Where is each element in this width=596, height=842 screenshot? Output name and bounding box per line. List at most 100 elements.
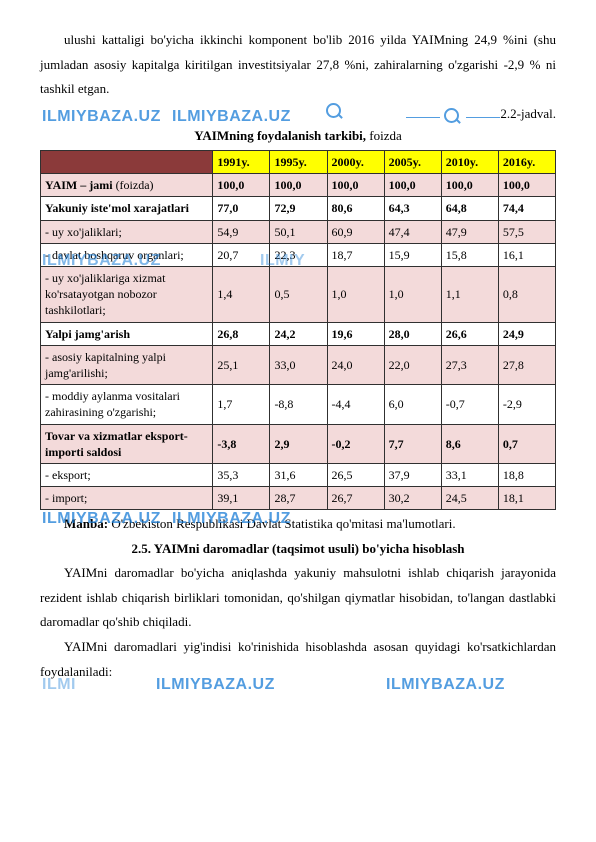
table-row: - uy xo'jaliklari;54,950,160,947,447,957… <box>41 220 556 243</box>
row-label: - uy xo'jaliklari; <box>41 220 213 243</box>
table-number: 2.2-jadval. <box>40 106 556 122</box>
row-value: 80,6 <box>327 197 384 220</box>
header-year: 1991y. <box>213 151 270 174</box>
row-value: -0,7 <box>441 385 498 424</box>
row-value: 47,9 <box>441 220 498 243</box>
data-table: 1991y. 1995y. 2000y. 2005y. 2010y. 2016y… <box>40 150 556 510</box>
row-value: 0,7 <box>498 424 555 463</box>
row-value: 22,0 <box>384 345 441 384</box>
row-value: 57,5 <box>498 220 555 243</box>
header-year: 2005y. <box>384 151 441 174</box>
row-value: 25,1 <box>213 345 270 384</box>
row-value: 0,8 <box>498 267 555 323</box>
row-value: 74,4 <box>498 197 555 220</box>
row-label: YAIM – jami (foizda) <box>41 174 213 197</box>
row-value: 72,9 <box>270 197 327 220</box>
row-value: 33,0 <box>270 345 327 384</box>
row-value: 37,9 <box>384 463 441 486</box>
row-value: 47,4 <box>384 220 441 243</box>
header-year: 2000y. <box>327 151 384 174</box>
section-heading: 2.5. YAIMni daromadlar (taqsimot usuli) … <box>40 541 556 557</box>
table-header-row: 1991y. 1995y. 2000y. 2005y. 2010y. 2016y… <box>41 151 556 174</box>
row-label: - moddiy aylanma vositalari zahirasining… <box>41 385 213 424</box>
table-row: - asosiy kapitalning yalpi jamg'arilishi… <box>41 345 556 384</box>
row-value: 64,8 <box>441 197 498 220</box>
row-value: 100,0 <box>498 174 555 197</box>
row-value: 1,1 <box>441 267 498 323</box>
table-row: Tovar va xizmatlar eksport-importi saldo… <box>41 424 556 463</box>
row-label: - import; <box>41 487 213 510</box>
row-value: -0,2 <box>327 424 384 463</box>
row-value: 54,9 <box>213 220 270 243</box>
row-label: Yalpi jamg'arish <box>41 322 213 345</box>
row-value: 27,8 <box>498 345 555 384</box>
row-label: Yakuniy iste'mol xarajatlari <box>41 197 213 220</box>
row-value: -2,9 <box>498 385 555 424</box>
body-paragraph: YAIMni daromadlar bo'yicha aniqlashda ya… <box>40 561 556 635</box>
row-value: 20,7 <box>213 243 270 266</box>
row-value: 100,0 <box>384 174 441 197</box>
table-row: - import;39,128,726,730,224,518,1 <box>41 487 556 510</box>
row-label: - uy xo'jaliklariga xizmat ko'rsatayotga… <box>41 267 213 323</box>
row-value: 1,0 <box>327 267 384 323</box>
row-value: 77,0 <box>213 197 270 220</box>
row-value: 24,0 <box>327 345 384 384</box>
row-value: 33,1 <box>441 463 498 486</box>
row-label: Tovar va xizmatlar eksport-importi saldo… <box>41 424 213 463</box>
row-value: 1,4 <box>213 267 270 323</box>
row-value: 24,2 <box>270 322 327 345</box>
row-value: 24,5 <box>441 487 498 510</box>
table-row: - uy xo'jaliklariga xizmat ko'rsatayotga… <box>41 267 556 323</box>
row-value: 27,3 <box>441 345 498 384</box>
table-title-rest: foizda <box>366 128 402 143</box>
table-title-bold: YAIMning foydalanish tarkibi, <box>194 128 366 143</box>
row-value: 18,1 <box>498 487 555 510</box>
row-value: 1,7 <box>213 385 270 424</box>
row-value: 26,5 <box>327 463 384 486</box>
row-value: 8,6 <box>441 424 498 463</box>
header-year: 1995y. <box>270 151 327 174</box>
table-title: YAIMning foydalanish tarkibi, foizda <box>40 128 556 144</box>
table-row: Yakuniy iste'mol xarajatlari77,072,980,6… <box>41 197 556 220</box>
row-value: 39,1 <box>213 487 270 510</box>
row-value: 24,9 <box>498 322 555 345</box>
row-value: 2,9 <box>270 424 327 463</box>
row-label: - davlat boshqaruv organlari; <box>41 243 213 266</box>
row-value: 15,9 <box>384 243 441 266</box>
row-value: 15,8 <box>441 243 498 266</box>
table-row: YAIM – jami (foizda)100,0100,0100,0100,0… <box>41 174 556 197</box>
row-value: 6,0 <box>384 385 441 424</box>
row-value: 35,3 <box>213 463 270 486</box>
row-value: 100,0 <box>327 174 384 197</box>
row-value: -4,4 <box>327 385 384 424</box>
row-value: 0,5 <box>270 267 327 323</box>
row-value: 26,7 <box>327 487 384 510</box>
row-value: 28,7 <box>270 487 327 510</box>
row-value: 64,3 <box>384 197 441 220</box>
table-row: Yalpi jamg'arish26,824,219,628,026,624,9 <box>41 322 556 345</box>
intro-paragraph: ulushi kattaligi bo'yicha ikkinchi kompo… <box>40 28 556 102</box>
row-value: 50,1 <box>270 220 327 243</box>
row-value: 100,0 <box>441 174 498 197</box>
row-value: 60,9 <box>327 220 384 243</box>
table-row: - moddiy aylanma vositalari zahirasining… <box>41 385 556 424</box>
row-label: - eksport; <box>41 463 213 486</box>
row-label: - asosiy kapitalning yalpi jamg'arilishi… <box>41 345 213 384</box>
row-value: 18,7 <box>327 243 384 266</box>
row-value: 100,0 <box>270 174 327 197</box>
row-value: 26,6 <box>441 322 498 345</box>
row-value: 19,6 <box>327 322 384 345</box>
table-source: Manba: O'zbekiston Respublikasi Davlat S… <box>40 514 556 535</box>
header-year: 2016y. <box>498 151 555 174</box>
table-row: - davlat boshqaruv organlari;20,722,318,… <box>41 243 556 266</box>
row-value: -3,8 <box>213 424 270 463</box>
row-value: 26,8 <box>213 322 270 345</box>
table-row: - eksport;35,331,626,537,933,118,8 <box>41 463 556 486</box>
row-value: 31,6 <box>270 463 327 486</box>
row-value: 22,3 <box>270 243 327 266</box>
header-blank <box>41 151 213 174</box>
row-value: 18,8 <box>498 463 555 486</box>
row-value: 30,2 <box>384 487 441 510</box>
row-value: 7,7 <box>384 424 441 463</box>
header-year: 2010y. <box>441 151 498 174</box>
